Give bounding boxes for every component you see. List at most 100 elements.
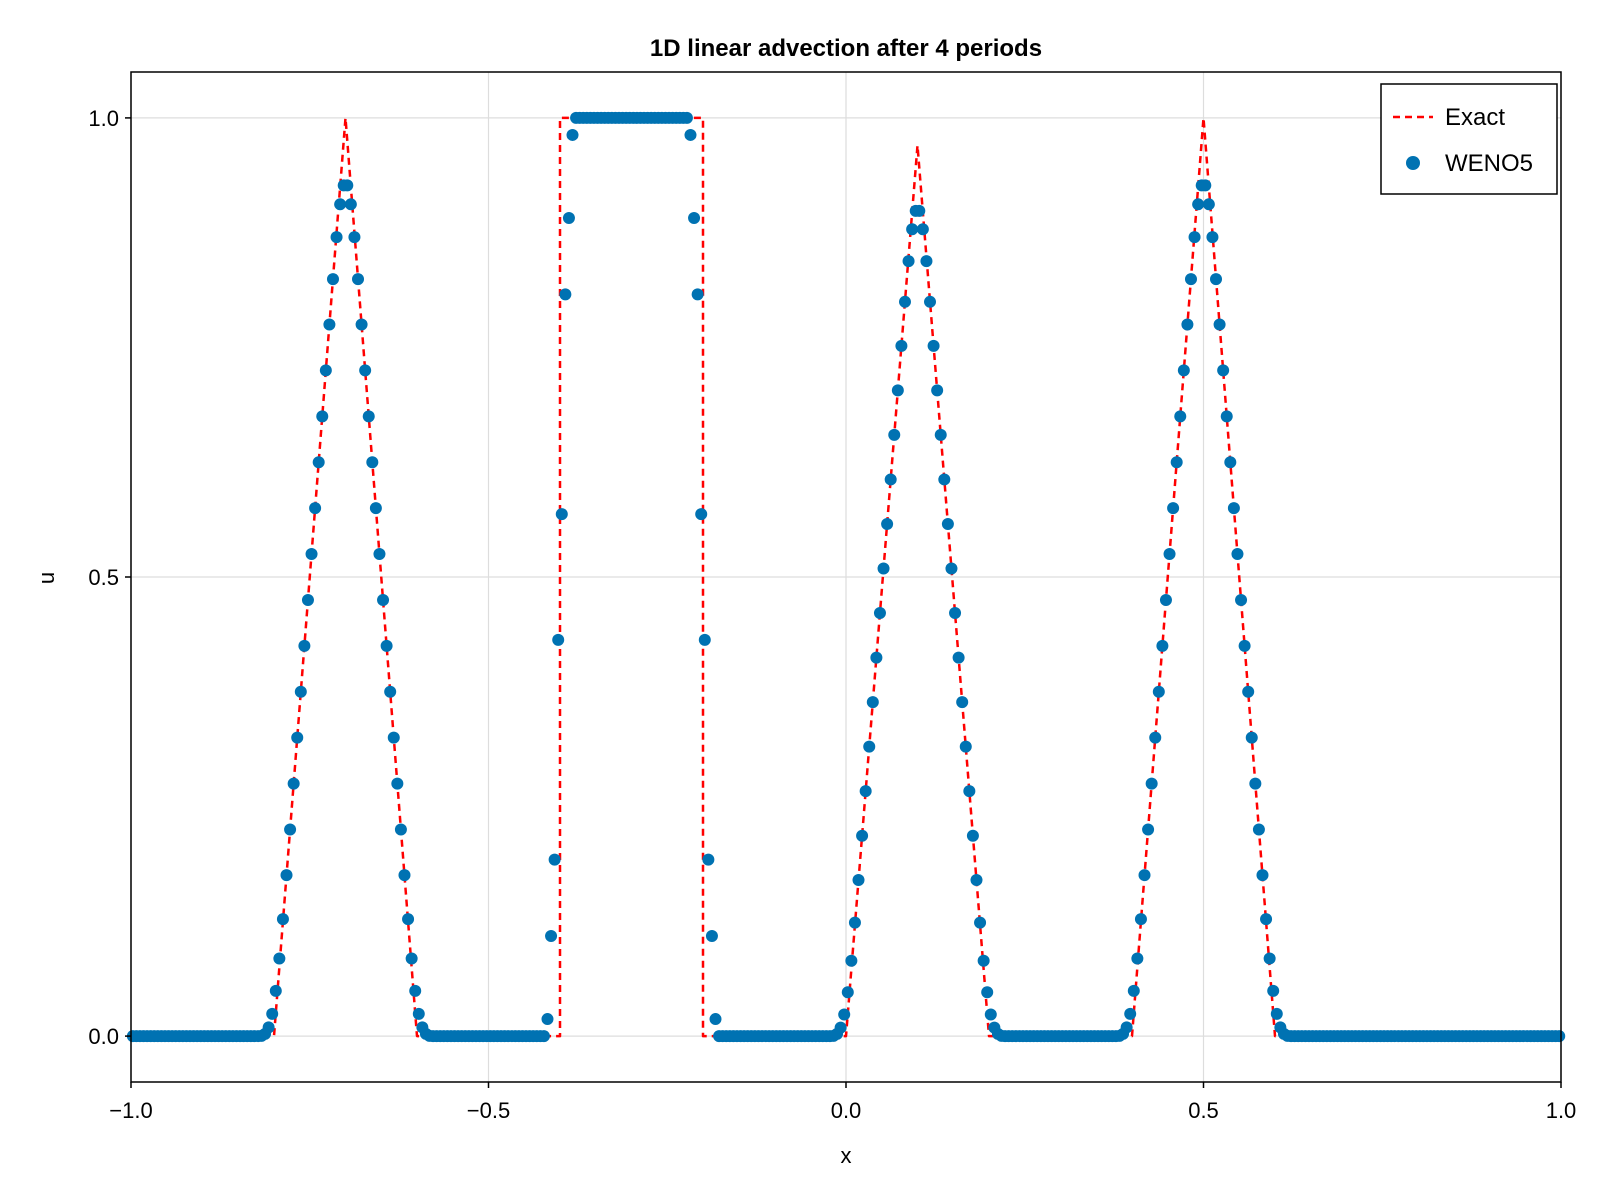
- weno5-point: [384, 685, 397, 698]
- weno5-point: [888, 428, 901, 441]
- x-tick-label: −0.5: [467, 1098, 510, 1123]
- x-axis-label: x: [841, 1143, 852, 1168]
- weno5-point: [852, 873, 865, 886]
- weno5-point: [309, 502, 322, 515]
- weno5-point: [334, 198, 347, 211]
- weno5-point: [1134, 913, 1147, 926]
- weno5-point: [877, 562, 890, 575]
- weno5-point: [409, 984, 422, 997]
- legend: Exact WENO5: [1380, 83, 1558, 195]
- weno5-point: [1177, 364, 1190, 377]
- weno5-point: [326, 273, 339, 286]
- weno5-point: [709, 1013, 722, 1026]
- weno5-point: [924, 295, 937, 308]
- weno5-point: [1245, 731, 1258, 744]
- weno5-point: [1217, 364, 1230, 377]
- weno5-point: [287, 777, 300, 790]
- weno5-point: [341, 179, 354, 192]
- weno5-point: [562, 212, 575, 225]
- weno5-point: [870, 651, 883, 664]
- weno5-point: [1188, 231, 1201, 244]
- weno5-point: [359, 364, 372, 377]
- weno5-point: [702, 853, 715, 866]
- weno5-point: [1199, 179, 1212, 192]
- weno5-point: [566, 128, 579, 141]
- weno5-point: [387, 731, 400, 744]
- weno5-point: [1152, 685, 1165, 698]
- weno5-point: [394, 823, 407, 836]
- weno5-point: [537, 1030, 550, 1043]
- weno5-point: [366, 456, 379, 469]
- weno5-point: [873, 607, 886, 620]
- weno5-point: [949, 607, 962, 620]
- weno5-point: [891, 384, 904, 397]
- weno5-point: [1267, 984, 1280, 997]
- weno5-point: [1138, 869, 1151, 882]
- weno5-point: [898, 295, 911, 308]
- weno5-point: [945, 562, 958, 575]
- axis-ticks: −1.0 −0.5 0.0 0.5 1.0 0.0 0.5 1.0: [88, 106, 1576, 1123]
- weno5-point: [698, 633, 711, 646]
- weno5-point: [1184, 273, 1197, 286]
- x-tick-label: 0.5: [1188, 1098, 1219, 1123]
- weno5-point: [1220, 410, 1233, 423]
- weno5-point: [352, 273, 365, 286]
- weno5-point: [934, 428, 947, 441]
- weno5-point: [305, 548, 318, 561]
- weno5-point: [298, 639, 311, 652]
- weno5-point: [1213, 318, 1226, 331]
- weno5-point: [344, 198, 357, 211]
- weno5-point: [1163, 548, 1176, 561]
- weno5-point: [1167, 502, 1180, 515]
- weno5-point: [402, 913, 415, 926]
- weno5-point: [316, 410, 329, 423]
- weno5-point: [931, 384, 944, 397]
- weno5-point: [1174, 410, 1187, 423]
- weno5-point: [301, 593, 314, 606]
- weno5-point: [1270, 1007, 1283, 1020]
- weno5-point: [280, 869, 293, 882]
- weno5-point: [1252, 823, 1265, 836]
- weno5-point: [863, 740, 876, 753]
- weno5-point: [1231, 548, 1244, 561]
- weno5-point: [902, 255, 915, 268]
- weno5-point: [1210, 273, 1223, 286]
- weno5-point: [291, 731, 304, 744]
- weno5-point: [380, 639, 393, 652]
- weno5-point: [391, 777, 404, 790]
- weno5-point: [1553, 1030, 1566, 1043]
- weno5-point: [1242, 685, 1255, 698]
- weno5-point: [906, 223, 919, 236]
- weno5-point: [323, 318, 336, 331]
- weno5-point: [1156, 639, 1169, 652]
- weno5-point: [1131, 952, 1144, 965]
- weno5-point: [856, 829, 869, 842]
- weno5-point: [548, 853, 561, 866]
- weno5-point: [1206, 231, 1219, 244]
- weno5-point: [1127, 984, 1140, 997]
- weno5-point: [984, 1008, 997, 1021]
- weno5-point: [916, 223, 929, 236]
- weno5-point: [920, 255, 933, 268]
- y-tick-label: 0.5: [88, 565, 119, 590]
- weno5-point: [284, 823, 297, 836]
- weno5-point: [405, 952, 418, 965]
- weno5-point: [941, 517, 954, 530]
- weno5-point: [680, 111, 693, 124]
- weno5-point: [1256, 869, 1269, 882]
- legend-exact-label: Exact: [1445, 104, 1505, 131]
- weno5-point: [913, 204, 926, 217]
- weno5-point: [834, 1021, 847, 1034]
- weno5-point: [552, 633, 565, 646]
- weno5-point: [895, 339, 908, 352]
- weno5-point: [1149, 731, 1162, 744]
- weno5-point: [362, 410, 375, 423]
- weno5-point: [269, 984, 282, 997]
- weno5-point: [841, 986, 854, 999]
- weno5-point: [1260, 913, 1273, 926]
- weno5-point: [848, 916, 861, 929]
- weno5-point: [319, 364, 332, 377]
- grid: [130, 72, 1562, 1082]
- weno5-point: [276, 913, 289, 926]
